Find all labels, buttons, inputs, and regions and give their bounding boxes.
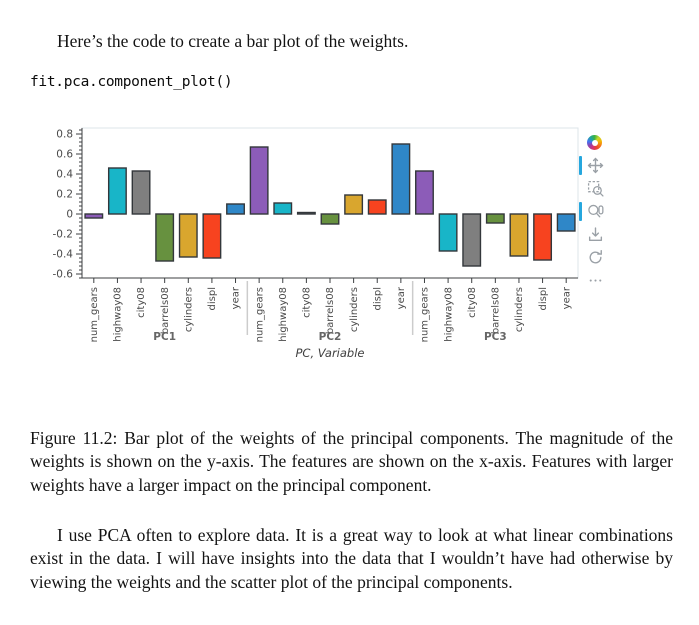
figure-caption: Figure 11.2: Bar plot of the weights of …	[30, 427, 673, 495]
bar-pc2-city08	[296, 211, 316, 215]
x-category-label: year	[561, 286, 572, 309]
active-tool-indicator	[579, 271, 582, 290]
bar-pc2-displ	[367, 199, 387, 215]
wheel-zoom-icon	[588, 204, 604, 218]
bar-pc1-highway08	[107, 167, 127, 215]
x-category-label: num_gears	[254, 287, 265, 342]
x-category-label: year	[396, 286, 407, 309]
y-tick-label: -0.4	[53, 248, 74, 260]
bar-pc3-cylinders	[509, 213, 529, 257]
y-tick-label: 0.4	[56, 168, 73, 180]
group-label-pc1: PC1	[153, 331, 176, 343]
figure-11-2: 0.8 0.6 0.4 0.2 0 -0.2 -0.4 -0.6 num_gears highwa…	[0, 124, 699, 374]
bokeh-toolbar	[579, 131, 613, 292]
closing-paragraph: I use PCA often to explore data. It is a…	[30, 524, 673, 592]
x-category-label: displ	[207, 287, 218, 310]
bar-pc1-cylinders	[178, 213, 198, 258]
pan-icon	[587, 157, 604, 174]
pan-tool-button[interactable]	[579, 154, 613, 177]
x-axis-title: PC, Variable	[296, 346, 365, 360]
bokeh-logo-icon	[587, 135, 602, 150]
bar-pc2-highway08	[273, 202, 293, 215]
box-zoom-tool-button[interactable]	[579, 177, 613, 200]
x-category-label: city08	[302, 287, 313, 318]
code-snippet: fit.pca.component_plot()	[30, 73, 233, 90]
x-category-label: displ	[538, 287, 549, 310]
help-dots-icon	[589, 279, 602, 282]
active-tool-indicator	[579, 156, 582, 175]
bar-pc3-year	[556, 213, 576, 232]
bar-pc2-cylinders	[344, 194, 364, 215]
active-tool-indicator	[579, 202, 582, 221]
x-category-label: city08	[467, 287, 478, 318]
box-zoom-icon	[587, 180, 604, 197]
bar-pc3-num_gears	[415, 170, 434, 215]
reset-tool-button[interactable]	[579, 246, 613, 269]
x-category-label: barrels08	[325, 287, 336, 334]
y-tick-label: 0.2	[56, 188, 73, 200]
y-tick-label: 0.6	[56, 148, 73, 160]
x-category-label: cylinders	[514, 287, 525, 332]
x-category-label: num_gears	[420, 287, 431, 342]
y-tick-label: -0.6	[53, 268, 74, 280]
x-category-label: cylinders	[349, 287, 360, 332]
y-tick-label: -0.2	[53, 228, 74, 240]
bar-pc1-city08	[131, 170, 151, 215]
bar-pc2-num_gears	[249, 146, 269, 215]
save-tool-button[interactable]	[579, 223, 613, 246]
x-category-label: cylinders	[183, 287, 194, 332]
bar-pc1-year	[226, 203, 245, 215]
bar-pc3-displ	[533, 213, 553, 261]
group-label-pc3: PC3	[484, 331, 507, 343]
bar-pc1-displ	[202, 213, 222, 259]
reset-icon	[589, 250, 602, 264]
help-tool-button[interactable]	[579, 269, 613, 292]
active-tool-indicator	[579, 225, 582, 244]
bar-pc3-barrels08	[485, 213, 505, 224]
x-category-label: barrels08	[160, 287, 171, 334]
y-tick-label: 0.8	[56, 128, 73, 140]
intro-paragraph: Here’s the code to create a bar plot of …	[57, 30, 409, 51]
x-category-label: highway08	[443, 287, 454, 342]
x-category-label: displ	[372, 287, 383, 310]
wheel-zoom-tool-button[interactable]	[579, 200, 613, 223]
bar-pc3-city08	[462, 213, 482, 267]
active-tool-indicator	[579, 179, 582, 198]
bokeh-logo-button[interactable]	[579, 131, 613, 154]
active-tool-indicator	[579, 133, 582, 152]
x-category-label: highway08	[278, 287, 289, 342]
x-category-label: city08	[136, 287, 147, 318]
bar-pc2-barrels08	[320, 213, 340, 225]
bar-pc1-num_gears	[84, 213, 104, 219]
x-category-label: year	[231, 286, 242, 309]
active-tool-indicator	[579, 248, 582, 267]
bar-pc1-barrels08	[155, 213, 175, 262]
x-category-label: num_gears	[89, 287, 100, 342]
y-tick-label: 0	[66, 208, 73, 220]
bar-pc2-year	[391, 143, 411, 215]
bar-pc3-highway08	[438, 213, 458, 252]
group-label-pc2: PC2	[319, 331, 342, 343]
pca-component-bar-chart: 0.8 0.6 0.4 0.2 0 -0.2 -0.4 -0.6 num_gears highwa…	[53, 127, 579, 360]
save-icon	[588, 227, 603, 242]
x-category-label: barrels08	[491, 287, 502, 334]
x-category-label: highway08	[113, 287, 124, 342]
